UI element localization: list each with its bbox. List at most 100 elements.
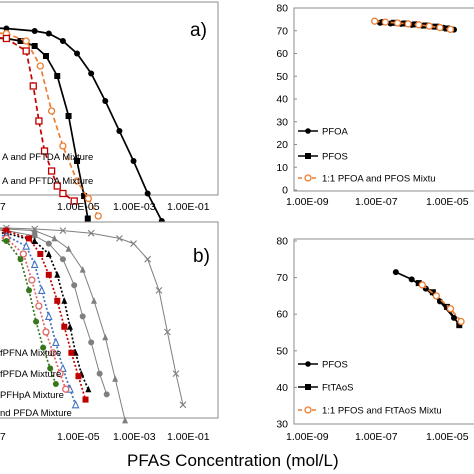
- panel-a-series-1-point: [42, 53, 49, 59]
- panel-b-series-1-point: [79, 266, 86, 273]
- panel-a-legend-1: A and PFTDA Mixture: [2, 152, 93, 163]
- panel-d-series-2-point: [418, 281, 426, 289]
- panel-d-marks: [392, 269, 465, 329]
- x-axis-label: PFAS Concentration (mol/L): [127, 451, 339, 470]
- panel-c-ytick: 80: [276, 3, 288, 15]
- panel-b-xtick: 1.00E-05: [57, 431, 100, 443]
- panel-d-series-1-point: [456, 322, 463, 329]
- panel-b-series-6-point: [42, 328, 50, 336]
- panel-b-series-1-point: [102, 333, 109, 341]
- panel-d-xtick: 1.00E-05: [426, 431, 469, 443]
- panel-c-xtick: 1.00E-09: [286, 196, 329, 208]
- panel-d-legend-mixture: 1:1 PFOS and FtTAoS Mixtu: [298, 406, 442, 417]
- panel-b-series-3-point: [45, 250, 52, 257]
- panel-b-legend-2: fPFDA Mixture: [0, 369, 61, 380]
- panel-a-series-1-point: [17, 38, 24, 44]
- panel-b-series-5-line: [0, 234, 77, 406]
- panel-b-series-7-point: [47, 365, 54, 372]
- panel-b-series-4-line: [0, 229, 87, 400]
- panel-b-series-0-point: [130, 240, 137, 247]
- panel-b-xtick: 1.00E-01: [167, 431, 210, 443]
- legend-pfoa-marker: [305, 128, 311, 134]
- legend-pfos-marker: [305, 153, 311, 159]
- panel-b-legend-3: PFHpA Mixture: [0, 390, 64, 401]
- panel-b-series-4-point: [61, 323, 68, 330]
- panel-a-series-2-point: [36, 62, 44, 70]
- panel-b-series-5-point: [37, 285, 46, 294]
- panel-d-ytick: 30: [276, 419, 288, 431]
- panel-c-series-2-point: [381, 18, 389, 26]
- panel-a-xtick: 1.00E-05: [57, 201, 100, 213]
- panel-b-series-2-point: [71, 282, 78, 289]
- panel-b-series-1-point: [112, 375, 119, 382]
- panel-b-series-2-point: [59, 256, 66, 263]
- panel-b-series-7-point: [33, 318, 40, 325]
- panel-a-xtick: 1.00E-01: [167, 201, 210, 213]
- panel-b-series-3-point: [61, 297, 68, 304]
- panel-b-series-2-point: [103, 391, 110, 398]
- panel-a-series-2-point: [22, 37, 30, 45]
- panel-b-series-7-point: [17, 256, 24, 263]
- panel-c-plot-area: [293, 7, 474, 192]
- panel-a-series-3-point: [29, 82, 37, 90]
- legend-mixture-label: 1:1 PFOA and PFOS Mixtu: [322, 174, 436, 185]
- legend-d-mixture-marker: [304, 406, 312, 414]
- panel-b-series-4-point: [75, 373, 82, 380]
- panel-c-ytick: 60: [276, 48, 288, 60]
- panel-a-x-ticks: 07 1.00E-05 1.00E-03 1.00E-01: [0, 201, 210, 213]
- panel-b-series-0-point: [172, 370, 180, 377]
- panel-d-legend-pfos: PFOS: [298, 360, 348, 371]
- panel-c-series-2-point: [436, 23, 444, 32]
- panel-d-ytick: 50: [276, 345, 288, 357]
- panel-b-series-4-point: [3, 227, 10, 234]
- panel-d-series-2-point: [457, 317, 465, 326]
- panel-c-legend: PFOA PFOS 1:1 PFOA and PFOS Mixtu: [298, 127, 436, 185]
- panel-c-ytick: 30: [276, 116, 288, 128]
- panel-b-series-0-point: [164, 328, 171, 336]
- panel-c-legend-pfos: PFOS: [298, 152, 348, 163]
- panel-a-series-3-point: [53, 182, 61, 190]
- panel-c-x-ticks: 1.00E-09 1.00E-07 1.00E-05: [286, 196, 469, 208]
- panel-d-xtick: 1.00E-07: [355, 431, 398, 443]
- panel-d-ytick: 70: [276, 272, 288, 284]
- legend-d-pfos-marker: [305, 361, 311, 367]
- legend-d-fttaos-label: FtTAoS: [322, 383, 354, 394]
- panel-b-series-4-point: [37, 251, 44, 257]
- legend-mixture-marker: [304, 174, 312, 182]
- panel-a-series-1-point: [31, 43, 38, 49]
- panel-a-series-1-point: [81, 193, 88, 199]
- panel-d-xtick: 1.00E-09: [286, 431, 329, 443]
- panel-a-series-3-point: [35, 117, 43, 125]
- panel-a-series-1-point: [65, 113, 72, 119]
- panel-b-legend-1: fPFNA Mixture: [0, 348, 61, 359]
- panel-a-series-0-point: [74, 50, 81, 57]
- panel-b-series-1-point: [51, 234, 58, 242]
- panel-b-series-1-point: [65, 245, 72, 252]
- panel-b-series-3-point: [54, 271, 61, 278]
- panel-d-ytick: 40: [276, 382, 288, 394]
- panel-a-series-0-point: [102, 98, 109, 104]
- panel-d-series-0-point: [392, 269, 399, 276]
- panel-d-series-0-point: [408, 276, 415, 283]
- panel-c-y-ticks: 0 10 20 30 40 50 60 70 80: [276, 3, 297, 197]
- panel-a-series-2-point: [84, 194, 92, 203]
- panel-b-series-6-line: [0, 236, 67, 390]
- panel-c-legend-pfoa: PFOA: [298, 127, 349, 138]
- panel-c-ytick: 50: [276, 71, 288, 83]
- panel-c-xtick: 1.00E-07: [355, 196, 398, 208]
- panel-b-series-7-point: [52, 381, 59, 387]
- panel-b-series-7-point: [3, 238, 10, 244]
- panel-d-ytick: 80: [276, 236, 288, 248]
- panel-c-ytick: 70: [276, 25, 288, 37]
- panel-a-series-1-line: [0, 37, 89, 219]
- panel-b-series-4-point: [54, 297, 61, 304]
- panel-b-series-0-line: [0, 227, 184, 405]
- panel-a-series-3-point: [70, 197, 78, 205]
- panel-b-series-4-point: [45, 271, 52, 278]
- panel-a: a) A and PFTDA Mixture A and PFTDA Mixtu…: [0, 1, 219, 233]
- panel-a-series-2-point: [47, 107, 56, 115]
- panel-c-series-2-point: [415, 21, 423, 29]
- panel-b-series-5-point: [71, 399, 80, 409]
- panel-a-series-0-point: [88, 70, 95, 77]
- panel-d-series-1-point: [415, 280, 422, 287]
